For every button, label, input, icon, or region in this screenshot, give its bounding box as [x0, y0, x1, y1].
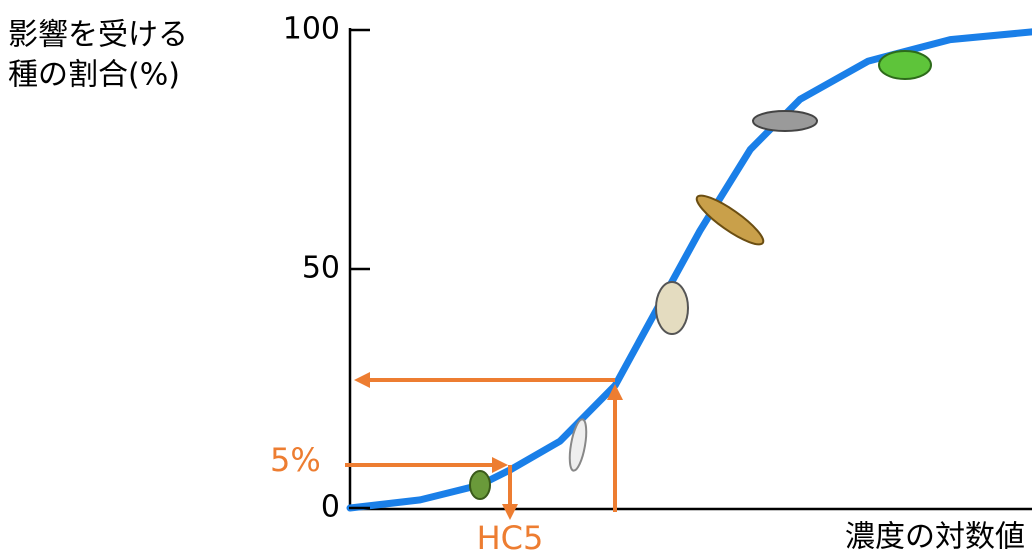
y-tick-label: 50 — [302, 251, 340, 286]
frog-icon — [879, 51, 931, 79]
annotation: 5% — [270, 441, 321, 479]
curve — [350, 32, 1032, 508]
x-axis-label: 濃度の対数値 — [845, 520, 1025, 555]
organism-icons — [470, 51, 931, 499]
y-axis-label: 影響を受ける — [8, 18, 188, 53]
y-tick-label: 100 — [283, 12, 340, 47]
y-tick-label: 0 — [321, 490, 340, 525]
daphnia-icon — [656, 282, 688, 334]
fish-icon — [753, 111, 817, 131]
annotation: HC5 — [477, 519, 544, 557]
plant-icon — [470, 471, 490, 499]
page: 影響を受ける 種の割合(%) 濃度の対数値 5% HC5 050100 (() … — [0, 0, 1032, 560]
y-axis-label: 種の割合(%) — [8, 58, 180, 93]
chart: 影響を受ける 種の割合(%) 濃度の対数値 5% HC5 0 50 100 — [0, 0, 1032, 560]
